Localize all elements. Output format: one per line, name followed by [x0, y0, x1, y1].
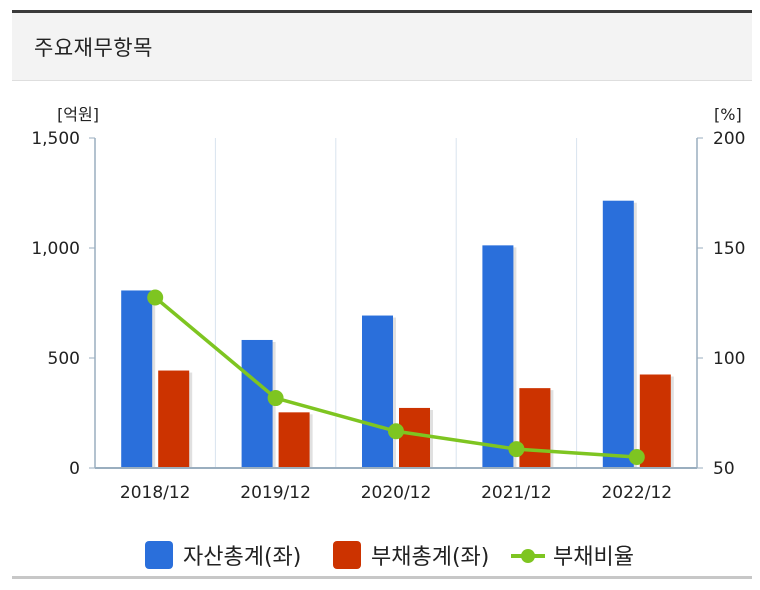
legend-liabilities-label: 부채총계(좌)	[371, 545, 489, 570]
right-axis-tick-label: 200	[713, 129, 745, 149]
right-axis-tick-label: 150	[713, 239, 745, 259]
line-layer	[147, 289, 645, 465]
legend-ratio-swatch-dot	[521, 549, 535, 563]
right-axis-unit: [%]	[714, 105, 742, 124]
x-axis-tick-label: 2018/12	[120, 483, 191, 503]
ratio-point	[147, 289, 164, 306]
ratio-point	[508, 441, 525, 458]
bars-layer	[121, 200, 674, 468]
left-axis-unit: [억원]	[57, 105, 99, 124]
left-axis-tick-label: 0	[69, 459, 80, 479]
x-axis-tick-label: 2021/12	[481, 483, 552, 503]
legend-liabilities-swatch	[333, 541, 361, 569]
left-axis-tick-label: 1,000	[31, 239, 80, 259]
bar-liabilities	[639, 374, 671, 468]
x-axis-tick-label: 2020/12	[361, 483, 432, 503]
right-axis-tick-label: 100	[713, 349, 745, 369]
left-axis-tick-label: 500	[48, 349, 80, 369]
x-axis-tick-label: 2022/12	[601, 483, 672, 503]
bar-liabilities	[519, 388, 551, 468]
ratio-point	[628, 449, 645, 465]
bar-assets	[602, 200, 634, 468]
bar-liabilities	[158, 370, 190, 468]
left-axis-tick-label: 1,500	[31, 129, 80, 149]
ratio-point	[267, 390, 284, 407]
bar-assets	[241, 339, 273, 468]
x-axis-tick-label: 2019/12	[240, 483, 311, 503]
legend-ratio-label: 부채비율	[553, 545, 634, 570]
bar-assets	[482, 245, 514, 468]
panel-title: 주요재무항목	[34, 35, 153, 60]
legend-assets-swatch	[145, 541, 173, 569]
bar-liabilities	[278, 412, 310, 468]
panel-header: 주요재무항목	[12, 13, 752, 81]
legend: 자산총계(좌) 부채총계(좌) 부채비율	[145, 541, 634, 570]
ratio-point	[388, 423, 404, 440]
bar-assets	[121, 290, 153, 468]
legend-assets-label: 자산총계(좌)	[183, 545, 301, 570]
bar-assets	[362, 315, 393, 468]
axes-layer: 0 500 1,000 1,500 50 100 150 200 [억원] [%] 2018/12 2…	[31, 105, 745, 503]
bar-liabilities	[399, 407, 430, 468]
right-axis-tick-label: 50	[713, 459, 735, 479]
